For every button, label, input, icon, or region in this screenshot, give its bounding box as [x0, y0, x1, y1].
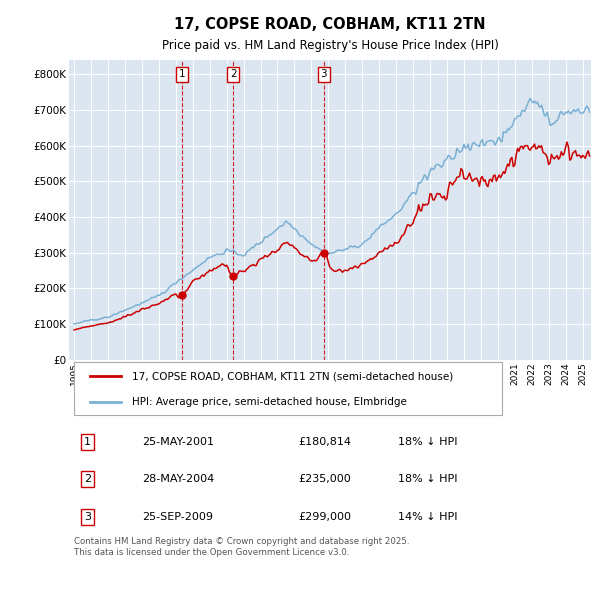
Text: 1: 1: [84, 437, 91, 447]
Text: 25-SEP-2009: 25-SEP-2009: [142, 512, 213, 522]
Text: 1: 1: [179, 69, 185, 79]
FancyBboxPatch shape: [74, 362, 502, 415]
Text: 14% ↓ HPI: 14% ↓ HPI: [398, 512, 457, 522]
Text: Contains HM Land Registry data © Crown copyright and database right 2025.
This d: Contains HM Land Registry data © Crown c…: [74, 537, 410, 556]
Text: 25-MAY-2001: 25-MAY-2001: [142, 437, 214, 447]
Text: 17, COPSE ROAD, COBHAM, KT11 2TN: 17, COPSE ROAD, COBHAM, KT11 2TN: [174, 17, 486, 32]
Text: 2: 2: [84, 474, 91, 484]
Text: 18% ↓ HPI: 18% ↓ HPI: [398, 437, 457, 447]
Text: £235,000: £235,000: [299, 474, 352, 484]
Text: 18% ↓ HPI: 18% ↓ HPI: [398, 474, 457, 484]
Text: Price paid vs. HM Land Registry's House Price Index (HPI): Price paid vs. HM Land Registry's House …: [161, 40, 499, 53]
Text: HPI: Average price, semi-detached house, Elmbridge: HPI: Average price, semi-detached house,…: [131, 396, 407, 407]
Text: £299,000: £299,000: [299, 512, 352, 522]
Text: £180,814: £180,814: [299, 437, 352, 447]
Text: 3: 3: [320, 69, 327, 79]
Text: 28-MAY-2004: 28-MAY-2004: [142, 474, 214, 484]
Text: 3: 3: [84, 512, 91, 522]
Text: 2: 2: [230, 69, 237, 79]
Text: 17, COPSE ROAD, COBHAM, KT11 2TN (semi-detached house): 17, COPSE ROAD, COBHAM, KT11 2TN (semi-d…: [131, 371, 453, 381]
